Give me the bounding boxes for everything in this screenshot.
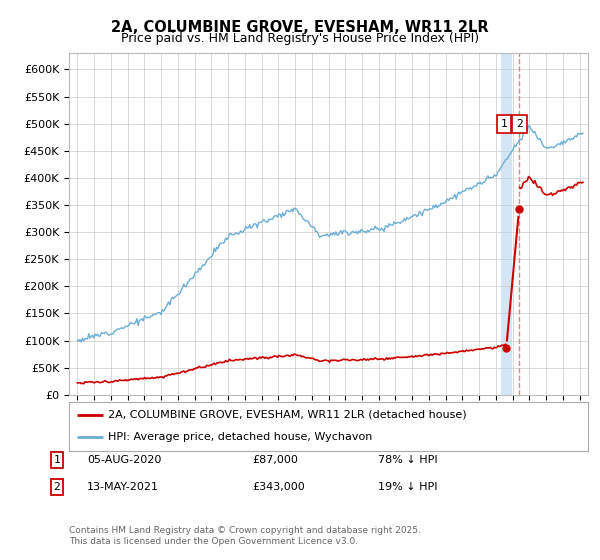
Text: Price paid vs. HM Land Registry's House Price Index (HPI): Price paid vs. HM Land Registry's House … <box>121 32 479 45</box>
Text: £87,000: £87,000 <box>252 455 298 465</box>
Text: 2A, COLUMBINE GROVE, EVESHAM, WR11 2LR (detached house): 2A, COLUMBINE GROVE, EVESHAM, WR11 2LR (… <box>108 410 467 420</box>
Text: Contains HM Land Registry data © Crown copyright and database right 2025.
This d: Contains HM Land Registry data © Crown c… <box>69 526 421 546</box>
Text: HPI: Average price, detached house, Wychavon: HPI: Average price, detached house, Wych… <box>108 432 372 442</box>
Text: 78% ↓ HPI: 78% ↓ HPI <box>378 455 437 465</box>
Text: 13-MAY-2021: 13-MAY-2021 <box>87 482 159 492</box>
Text: 19% ↓ HPI: 19% ↓ HPI <box>378 482 437 492</box>
Text: 1: 1 <box>501 119 508 129</box>
Text: 05-AUG-2020: 05-AUG-2020 <box>87 455 161 465</box>
Text: 2A, COLUMBINE GROVE, EVESHAM, WR11 2LR: 2A, COLUMBINE GROVE, EVESHAM, WR11 2LR <box>111 20 489 35</box>
Text: £343,000: £343,000 <box>252 482 305 492</box>
Text: 2: 2 <box>53 482 61 492</box>
Text: 2: 2 <box>516 119 523 129</box>
Text: 1: 1 <box>53 455 61 465</box>
